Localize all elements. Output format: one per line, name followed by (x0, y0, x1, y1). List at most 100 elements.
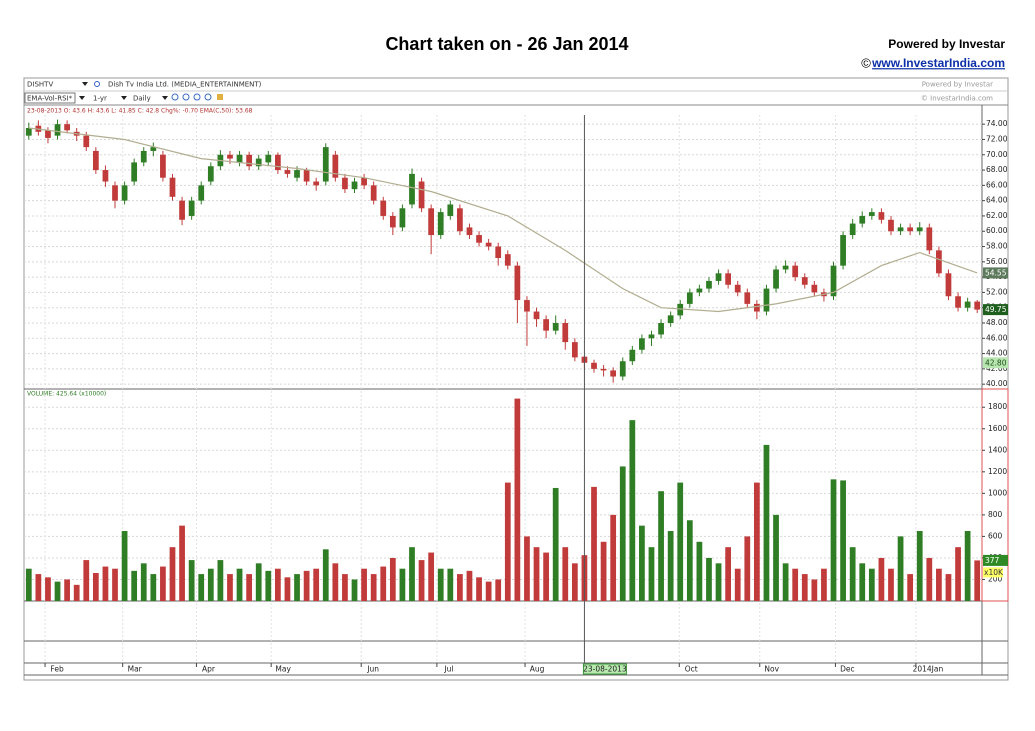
ema-line (28, 127, 978, 313)
candle-body (150, 147, 157, 151)
candle-body (236, 154, 243, 163)
y-tick-label: 1800 (988, 402, 1007, 411)
volume-bar (562, 547, 569, 601)
candle-body (121, 185, 128, 201)
volume-bar (447, 568, 454, 601)
volume-bar (782, 563, 789, 601)
plot (25, 115, 981, 663)
candle-body (303, 170, 310, 182)
volume-bar (504, 482, 511, 601)
candle-body (504, 254, 511, 266)
y-tick-label: 74.00 (986, 119, 1008, 128)
volume-bar (792, 568, 799, 601)
candle-body (571, 342, 578, 358)
volume-bar (25, 568, 32, 601)
y-tick-label: 1400 (988, 445, 1007, 454)
volume-bar (179, 525, 185, 601)
volume-bar (763, 444, 770, 601)
volume-bar (332, 563, 339, 601)
candle-body (878, 212, 885, 220)
volume-bar (274, 568, 281, 601)
candle-body (140, 150, 147, 163)
y-tick-label: 56.00 (986, 257, 1008, 266)
candle-body (734, 284, 741, 293)
volume-bar (926, 557, 933, 601)
interval[interactable]: Daily (133, 95, 151, 103)
volume-bar (227, 574, 233, 601)
candle-body (907, 227, 914, 232)
candle-body (457, 208, 463, 232)
y-tick-label: 44.00 (986, 349, 1008, 358)
candle-body (313, 181, 320, 186)
x-tick-label: Oct (685, 665, 698, 674)
value-marker (983, 267, 1008, 279)
candle-body (552, 323, 559, 331)
candle-body (782, 265, 789, 270)
volume-axis-border (981, 388, 1009, 602)
cursor-label: 23-08-2013 (583, 665, 627, 674)
volume-bar (897, 536, 904, 601)
y-tick-label: 46.00 (986, 333, 1008, 342)
volume-bar (73, 584, 80, 601)
volume-bar (351, 579, 358, 601)
x-tick-label: Nov (764, 665, 779, 674)
y-tick-label: 800 (988, 510, 1003, 519)
candle-body (342, 177, 348, 190)
volume-bar (370, 574, 377, 601)
unit-box (983, 567, 1003, 578)
symbol: DISHTV (27, 81, 53, 89)
tool-icon[interactable] (217, 94, 223, 100)
volume-bar (734, 568, 741, 601)
candle-body (169, 177, 176, 197)
candle-body (897, 227, 904, 232)
volume-bar (706, 557, 712, 601)
y-tick-label: 70.00 (986, 150, 1008, 159)
y-tick-label: 68.00 (986, 165, 1008, 174)
candle-body (188, 200, 195, 216)
candle-body (265, 154, 272, 163)
volume-bar (916, 531, 923, 601)
candle-body (677, 303, 684, 316)
volume-bar (361, 568, 367, 601)
candle-body (648, 334, 655, 339)
candle-body (533, 311, 540, 320)
candle-body (92, 150, 99, 171)
candle-body (868, 212, 875, 216)
candle-body (179, 200, 185, 220)
volume-bar (140, 563, 147, 601)
volume-bar (495, 579, 502, 601)
volume-bar (753, 482, 760, 601)
volume-bar (428, 552, 435, 601)
period[interactable]: 1-yr (93, 95, 107, 103)
volume-bar (121, 531, 128, 601)
volume-bar (552, 487, 559, 601)
y-tick-label: 42.00 (986, 364, 1008, 373)
volume-bar (859, 563, 866, 601)
volume-bar (907, 574, 914, 601)
candle-body (54, 124, 61, 136)
candle-body (725, 273, 732, 285)
template: EMA-Vol-RSI* (27, 95, 73, 103)
candle-body (361, 177, 367, 186)
template-select[interactable] (24, 92, 76, 104)
toolbar-copyright: © InvestarIndia.com (921, 95, 993, 103)
candle-body (888, 219, 894, 232)
x-tick-label: May (275, 665, 291, 674)
volume-bar (610, 514, 617, 601)
candle-body (322, 147, 329, 182)
x-tick-label: Dec (840, 665, 855, 674)
volume-bar (380, 566, 387, 601)
x-tick-label: Apr (202, 665, 216, 674)
page-title: Chart taken on - 26 Jan 2014 (385, 34, 628, 54)
candle-body (562, 323, 569, 343)
value-marker-label: 377 (985, 556, 1000, 565)
volume-bar (188, 560, 195, 601)
y-tick-label: 64.00 (986, 196, 1008, 205)
candle-body (389, 215, 396, 228)
volume-bar (974, 560, 981, 601)
volume-bar (648, 547, 655, 601)
volume-bar (773, 514, 779, 601)
candle-body (849, 223, 856, 236)
site-link[interactable]: www.InvestarIndia.com (871, 56, 1005, 70)
